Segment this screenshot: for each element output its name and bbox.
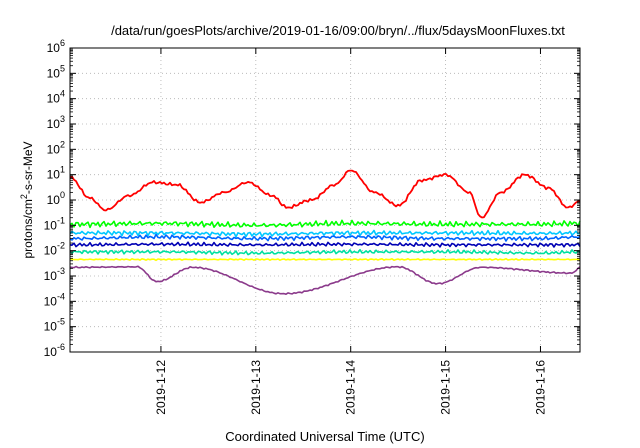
x-tick-label: 2019-1-14 [344,360,358,415]
y-axis: 10-610-510-410-310-210-11001011021031041… [44,38,580,359]
y-tick-label: 104 [47,89,65,106]
y-tick-label: 10-1 [44,215,65,232]
y-tick-label-base: 10 [44,244,58,258]
x-tick-label: 2019-1-12 [154,360,168,415]
y-tick-label-base: 10 [47,168,61,182]
y-tick-label-exponent: 4 [60,89,65,99]
y-tick-label-base: 10 [44,269,58,283]
y-tick-label: 101 [47,165,65,182]
series-line-4 [69,233,581,242]
y-tick-label-exponent: -6 [57,342,65,352]
series-line-1 [69,169,581,219]
series-line-3 [69,229,581,238]
x-axis-label: Coordinated Universal Time (UTC) [225,429,424,444]
y-tick-label: 103 [47,114,65,131]
y-tick-label-base: 10 [47,193,61,207]
y-axis-label-superscript: 2 [19,194,29,199]
y-tick-label: 106 [47,38,65,55]
y-tick-label-exponent: -4 [57,291,65,301]
series-group [69,169,581,296]
y-tick-label-exponent: 1 [60,165,65,175]
y-tick-label-base: 10 [44,218,58,232]
y-tick-label-base: 10 [44,320,58,334]
y-tick-label: 100 [47,190,65,207]
y-tick-label-exponent: -3 [57,266,65,276]
y-tick-label: 105 [47,63,65,80]
series-line-6 [69,248,581,256]
y-tick-label-exponent: 6 [60,38,65,48]
x-tick-label: 2019-1-16 [533,360,547,415]
y-tick-label: 10-4 [44,291,65,308]
series-line-5 [69,241,581,248]
y-tick-label: 10-6 [44,342,65,359]
y-tick-label-base: 10 [47,66,61,80]
y-tick-label-exponent: 3 [60,114,65,124]
y-tick-label-exponent: 0 [60,190,65,200]
y-tick-label-base: 10 [47,142,61,156]
y-tick-label: 10-2 [44,241,65,258]
y-tick-label-exponent: 5 [60,63,65,73]
x-axis: 2019-1-12 2019-1-13 2019-1-14 2019-1-15 2019… [154,48,547,415]
y-tick-label-base: 10 [47,117,61,131]
y-tick-label-base: 10 [47,41,61,55]
y-tick-label-exponent: 2 [60,139,65,149]
x-tick-label: 2019-1-13 [249,360,263,415]
y-tick-label-exponent: -1 [57,215,65,225]
y-tick-label-base: 10 [44,294,58,308]
series-line-8 [69,265,581,296]
y-axis-label-base: protons/cm [21,199,35,258]
y-axis-label-rest: -s-sr-MeV [21,141,35,194]
series-line-7 [69,257,581,262]
y-tick-label-exponent: -2 [57,241,65,251]
y-tick-label-base: 10 [44,345,58,359]
x-tick-label: 2019-1-15 [439,360,453,415]
y-tick-label: 102 [47,139,65,156]
y-tick-label: 10-3 [44,266,65,283]
y-tick-label-base: 10 [47,92,61,106]
y-axis-label: protons/cm2-s-sr-MeV [19,141,35,258]
chart-title: /data/run/goesPlots/archive/2019-01-16/0… [111,23,565,38]
series-line-2 [69,219,581,229]
y-tick-label-exponent: -5 [57,317,65,327]
y-tick-label: 10-5 [44,317,65,334]
